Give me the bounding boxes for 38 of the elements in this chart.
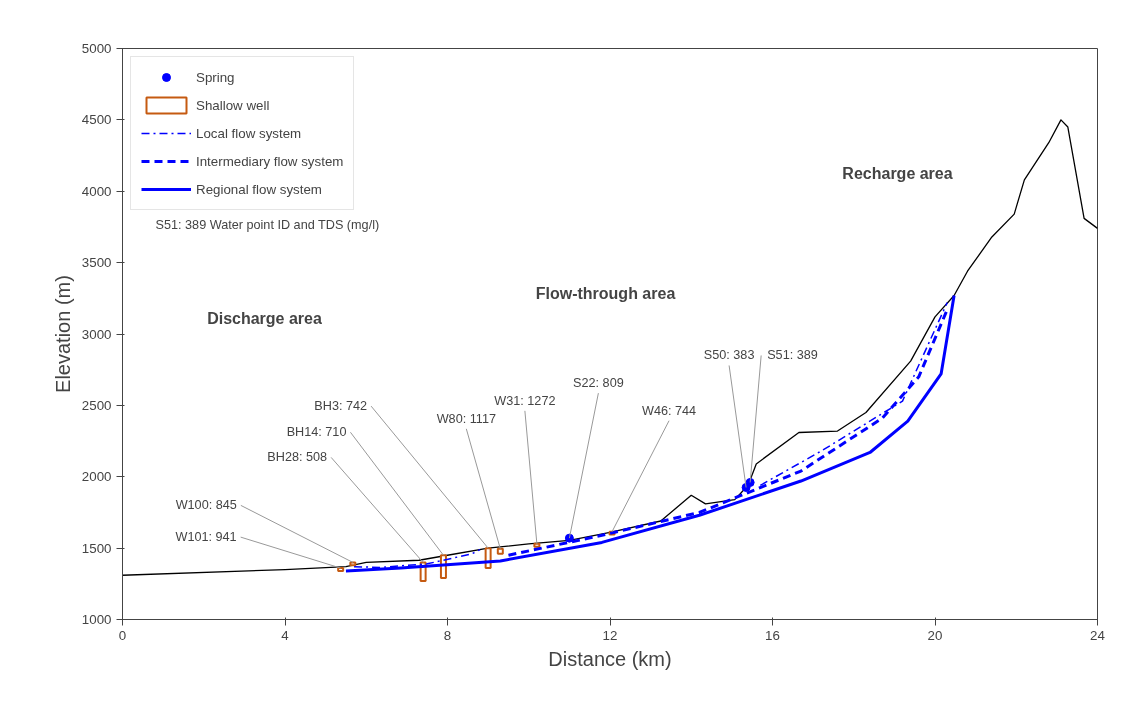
annotation: W46: 744	[641, 403, 697, 418]
y-tick-label: 2000	[81, 469, 112, 485]
x-axis-title: Distance (km)	[548, 647, 672, 670]
y-tick-label: 5000	[81, 41, 112, 56]
x-tick-label: 0	[118, 627, 127, 643]
legend-label: Spring	[196, 68, 235, 87]
y-tick-label: 4000	[81, 183, 112, 199]
annotation: W100: 845	[175, 498, 237, 513]
annotation: S22: 809	[573, 376, 624, 391]
x-tick-label: 20	[927, 627, 943, 643]
annotation: Discharge area	[207, 310, 322, 327]
legend-label: Local flow system	[196, 124, 302, 143]
annotation: W101: 941	[175, 530, 237, 545]
annotation: BH28: 508	[267, 450, 328, 465]
x-tick-label: 4	[281, 627, 290, 643]
annotation: Recharge area	[842, 165, 953, 182]
annotation: S51: 389 Water point ID and TDS (mg/l)	[155, 217, 380, 232]
y-tick-label: 3000	[81, 326, 112, 342]
y-axis-title: Elevation (m)	[51, 275, 74, 393]
x-tick-label: 24	[1090, 627, 1106, 643]
annotation: Flow-through area	[535, 285, 676, 302]
x-tick-label: 16	[765, 627, 780, 643]
legend-label: Intermediary flow system	[196, 152, 344, 171]
annotation: S51: 389	[767, 348, 818, 363]
annotation: S50: 383	[703, 348, 755, 363]
annotation: W80: 1117	[436, 411, 496, 426]
annotation: BH14: 710	[286, 425, 347, 440]
legend-label: Shallow well	[196, 96, 270, 115]
annotation: W31: 1272	[494, 393, 556, 408]
x-tick-label: 8	[443, 627, 452, 643]
x-tick-label: 12	[602, 627, 618, 643]
annotation: BH3: 742	[314, 399, 368, 414]
legend-label: Regional flow system	[196, 180, 322, 199]
y-tick-label: 1000	[81, 612, 112, 627]
y-tick-label: 1500	[81, 540, 112, 556]
y-tick-label: 3500	[81, 255, 112, 271]
y-tick-label: 4500	[81, 112, 112, 128]
y-tick-label: 2500	[81, 397, 112, 413]
